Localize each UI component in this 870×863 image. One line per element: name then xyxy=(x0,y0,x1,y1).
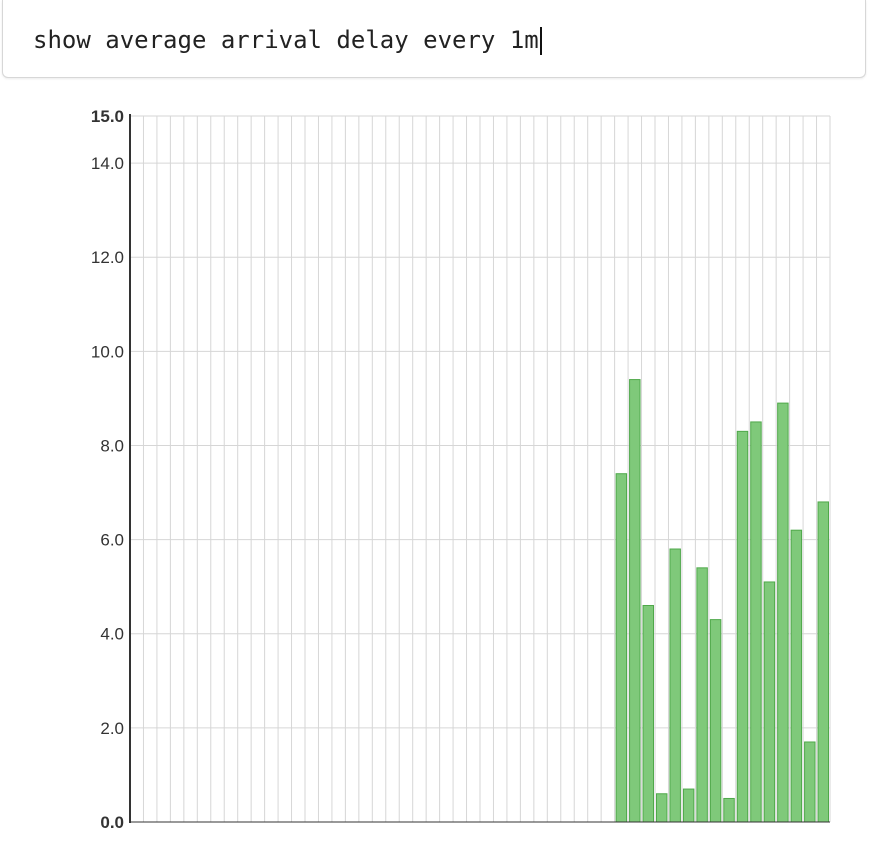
text-caret xyxy=(540,27,542,55)
y-tick-label: 15.0 xyxy=(91,107,124,126)
bar xyxy=(630,380,640,822)
bar xyxy=(710,620,720,822)
y-tick-label: 12.0 xyxy=(91,248,124,267)
y-tick-label: 10.0 xyxy=(91,342,124,361)
chart-area: 0.0 2.0 4.0 6.0 8.0 10.0 12.0 14.0 15.0 xyxy=(0,90,870,858)
y-tick-label: 14.0 xyxy=(91,154,124,173)
tick-layer: 0.0 2.0 4.0 6.0 8.0 10.0 12.0 14.0 15.0 xyxy=(91,107,124,832)
bar xyxy=(751,422,761,822)
y-tick-label: 0.0 xyxy=(100,813,124,832)
bar xyxy=(683,789,693,822)
bar xyxy=(764,582,774,822)
grid-layer xyxy=(130,116,830,822)
query-text: show average arrival delay every 1m xyxy=(33,26,539,54)
bar xyxy=(657,794,667,822)
y-tick-label: 6.0 xyxy=(100,531,124,550)
bar xyxy=(737,431,747,822)
bar xyxy=(670,549,680,822)
bar xyxy=(805,742,815,822)
bar xyxy=(818,502,828,822)
bar xyxy=(724,798,734,822)
bar-chart: 0.0 2.0 4.0 6.0 8.0 10.0 12.0 14.0 15.0 xyxy=(0,90,870,858)
y-tick-label: 4.0 xyxy=(100,625,124,644)
y-tick-label: 8.0 xyxy=(100,436,124,455)
query-input[interactable]: show average arrival delay every 1m xyxy=(33,20,853,60)
bar xyxy=(643,605,653,822)
bar xyxy=(616,474,626,822)
query-bar: show average arrival delay every 1m xyxy=(2,0,866,78)
bar xyxy=(791,530,801,822)
bar xyxy=(778,403,788,822)
y-tick-label: 2.0 xyxy=(100,719,124,738)
bar xyxy=(697,568,707,822)
